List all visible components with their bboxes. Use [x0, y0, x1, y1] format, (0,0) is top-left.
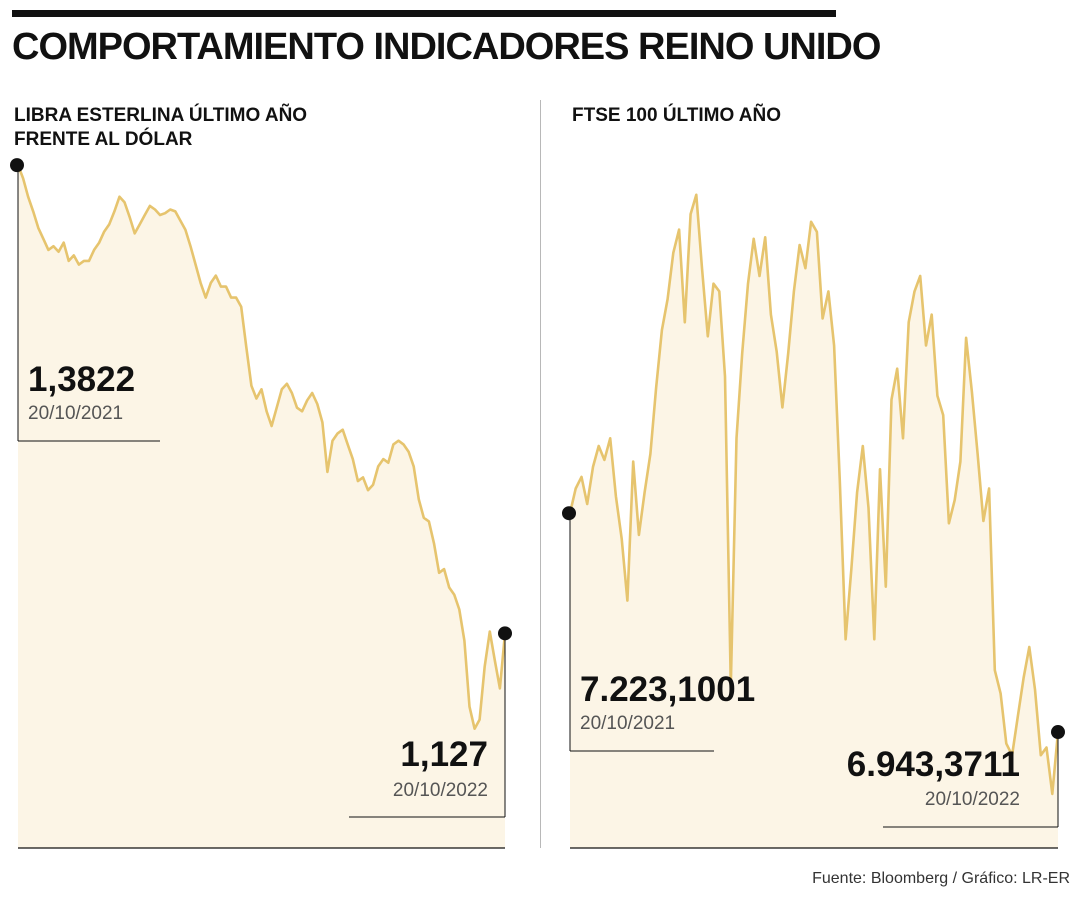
ftse-series-line: [568, 193, 1060, 796]
ftse-end-date: 20/10/2022: [924, 789, 1020, 810]
panel-divider: [540, 100, 541, 848]
gbp-title-line-1: LIBRA ESTERLINA ÚLTIMO AÑO: [14, 105, 308, 126]
gbp-area-fill: [18, 165, 505, 849]
ftse-panel-title: FTSE 100 ÚLTIMO AÑO: [572, 104, 781, 128]
gbp-end-date: 20/10/2022: [392, 780, 488, 801]
ftse-end-value: 6.943,3711: [846, 745, 1020, 784]
gbp-start-marker: [10, 158, 24, 173]
gbp-title-line-2: FRENTE AL DÓLAR: [14, 129, 193, 150]
ftse-end-marker: [1051, 725, 1065, 740]
page-title: COMPORTAMIENTO INDICADORES REINO UNIDO: [12, 26, 881, 68]
ftse-100-chart: [562, 193, 1065, 849]
ftse-start-marker: [562, 506, 576, 521]
ftse-start-date: 20/10/2021: [580, 713, 676, 734]
gbp-series-line: [16, 164, 507, 730]
ftse-start-value: 7.223,1001: [580, 670, 756, 709]
gbp-usd-chart: [10, 158, 512, 849]
source-note: Fuente: Bloomberg / Gráfico: LR-ER: [812, 870, 1070, 887]
ftse-title-line-1: FTSE 100 ÚLTIMO AÑO: [572, 105, 782, 126]
ftse-area-fill: [570, 194, 1058, 849]
gbp-end-value: 1,127: [400, 735, 488, 774]
gbp-start-date: 20/10/2021: [28, 403, 124, 424]
title-rule: [12, 10, 836, 17]
gbp-start-value: 1,3822: [28, 360, 136, 399]
gbp-end-marker: [498, 626, 512, 641]
gbp-panel-title: LIBRA ESTERLINA ÚLTIMO AÑO FRENTE AL DÓL…: [14, 104, 307, 152]
